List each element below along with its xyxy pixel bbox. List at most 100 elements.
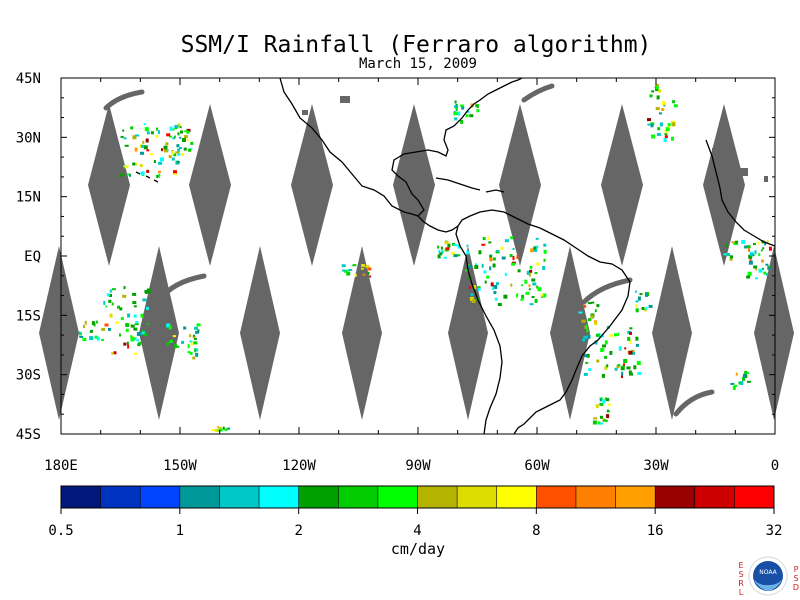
rain-cell	[168, 325, 172, 330]
rain-cell	[101, 327, 106, 331]
rain-cell	[516, 255, 519, 260]
rain-cell	[503, 294, 508, 299]
rain-cell	[637, 296, 641, 301]
rain-cell	[134, 162, 137, 166]
colorbar-swatch	[536, 486, 577, 508]
rain-cell	[525, 291, 530, 295]
rain-cell	[150, 131, 154, 135]
rain-cell	[596, 359, 600, 363]
colorbar-swatch	[417, 486, 458, 508]
rain-cell	[83, 325, 85, 328]
rain-cell	[543, 243, 547, 247]
rain-cell	[606, 364, 609, 368]
rain-cell	[636, 361, 641, 365]
colorbar-swatch	[734, 486, 775, 508]
rain-cell	[594, 309, 597, 313]
rain-cell	[466, 244, 469, 247]
rain-cell	[626, 366, 631, 370]
rain-cell	[489, 257, 493, 262]
rain-cell	[136, 339, 140, 342]
rain-cell	[141, 329, 145, 332]
rain-cell	[535, 245, 539, 249]
rain-cell	[735, 372, 738, 376]
rain-cell	[501, 256, 506, 260]
rain-cell	[135, 321, 139, 323]
rain-cell	[596, 304, 600, 308]
colorbar-swatch	[61, 486, 102, 508]
rain-cell	[465, 114, 469, 118]
rain-cell	[140, 313, 144, 318]
rain-cell	[126, 173, 131, 176]
esrl-letter: E	[738, 561, 743, 570]
colorbar-swatch	[140, 486, 181, 508]
rain-cell	[173, 153, 177, 157]
rain-cell	[633, 365, 637, 370]
coastline-south-america	[455, 209, 631, 435]
rain-cell	[607, 403, 611, 406]
rain-cell	[766, 240, 769, 244]
rain-cell	[104, 323, 109, 327]
swath-gap	[393, 104, 435, 266]
rain-cell	[195, 352, 199, 357]
rain-cell	[489, 254, 493, 258]
rain-cell	[543, 249, 547, 254]
rain-cell	[762, 247, 765, 250]
rain-cell	[453, 244, 458, 247]
rain-cell	[224, 428, 228, 432]
rain-cell	[497, 303, 502, 306]
rain-cell	[156, 175, 159, 178]
rain-cell	[365, 265, 370, 269]
rain-cell	[760, 249, 763, 252]
rain-cell	[632, 351, 636, 355]
rain-cell	[190, 342, 194, 346]
rain-cell	[750, 253, 754, 257]
rain-cell	[109, 294, 112, 297]
rain-cell	[165, 142, 169, 146]
rain-cell	[754, 250, 757, 255]
rain-cell	[172, 137, 176, 140]
rain-cell	[748, 254, 753, 259]
swath-gap	[291, 104, 333, 266]
rain-cell	[134, 147, 138, 152]
rain-cell	[172, 128, 175, 131]
rain-cell	[648, 304, 653, 308]
rain-cell	[769, 246, 772, 251]
rain-cell	[602, 418, 605, 421]
colorbar-tick-label: 32	[766, 523, 783, 539]
rain-cell	[227, 427, 231, 430]
rain-cell	[179, 126, 182, 129]
rain-cell	[450, 252, 455, 256]
colorbar-swatch	[496, 486, 537, 508]
rain-cell	[166, 342, 170, 346]
rain-cell	[146, 322, 150, 325]
esrl-letter: L	[739, 588, 744, 597]
rain-cell	[509, 254, 513, 258]
rain-cell	[134, 352, 138, 355]
rain-cell	[758, 268, 763, 273]
rain-cell	[157, 130, 160, 135]
rain-cell	[218, 428, 223, 432]
swath-gap	[703, 104, 745, 266]
rain-cell	[665, 127, 670, 132]
rain-cell	[766, 273, 769, 276]
rain-cell	[592, 420, 597, 425]
rain-cell	[457, 254, 461, 257]
rain-cell	[133, 314, 137, 318]
rain-cell	[111, 288, 116, 291]
rain-cell	[500, 246, 504, 250]
rain-cell	[495, 250, 499, 252]
rain-cell	[599, 402, 604, 406]
rain-cell	[602, 344, 606, 348]
rain-cell	[524, 279, 528, 284]
rain-cell	[108, 301, 111, 304]
rain-cell	[132, 135, 137, 140]
swath-gap	[550, 246, 590, 420]
rain-cell	[169, 135, 172, 138]
colorbar-swatch	[259, 486, 300, 508]
rain-cell	[367, 267, 372, 271]
map-tick-marks	[60, 77, 776, 435]
rain-cell	[657, 127, 661, 131]
